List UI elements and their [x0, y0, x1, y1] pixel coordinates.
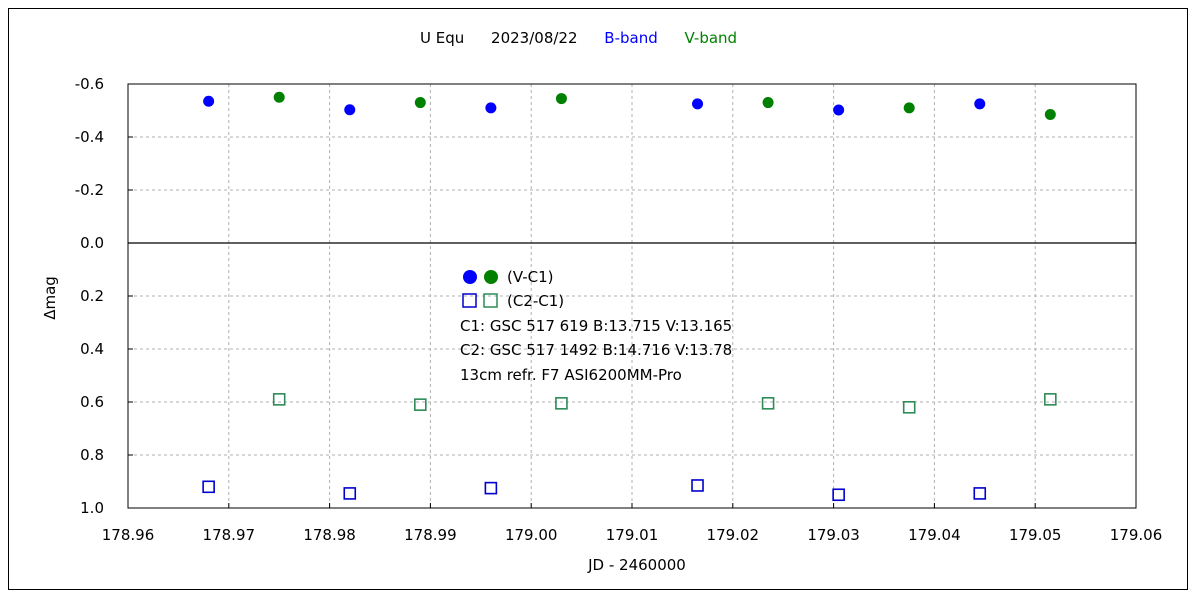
- legend-b-circle-marker: [463, 270, 477, 284]
- data-point-circle: [485, 102, 497, 114]
- y-tick-label: 0.0: [80, 234, 104, 252]
- x-tick-label: 178.96: [102, 526, 155, 544]
- title-v-band: V-band: [685, 29, 738, 47]
- data-point-square: [343, 487, 357, 500]
- data-point-square: [414, 398, 427, 411]
- title-b-band: B-band: [604, 29, 657, 47]
- legend-v-circle-marker: [484, 270, 498, 284]
- data-point-circle: [203, 95, 215, 107]
- legend: (V-C1) (C2-C1) C1: GSC 517 619 B:13.715 …: [460, 268, 732, 384]
- data-point-square: [973, 487, 987, 500]
- data-point-square: [272, 393, 286, 406]
- data-point-circle: [414, 97, 426, 109]
- data-point-circle: [974, 98, 986, 110]
- legend-v-square-marker: [483, 293, 498, 308]
- y-tick-label: 1.0: [80, 499, 104, 517]
- tick-label-layer: 178.96 178.97 178.98 178.99 179.00 179.01 179.…: [75, 75, 1163, 544]
- data-point-square: [691, 479, 704, 492]
- y-tick-label: 0.8: [80, 446, 104, 464]
- data-point-circle: [903, 102, 915, 114]
- data-point-square: [832, 488, 845, 502]
- data-mark-layer: [202, 91, 1057, 502]
- axis-layer: [127, 83, 1137, 509]
- data-point-square: [1044, 393, 1057, 406]
- y-tick-label: -0.6: [75, 75, 104, 93]
- x-tick-label: 178.99: [404, 526, 457, 544]
- y-tick-label: 0.4: [80, 340, 104, 358]
- y-tick-label: -0.4: [75, 128, 104, 146]
- data-point-circle: [555, 93, 567, 105]
- x-tick-label: 178.98: [303, 526, 356, 544]
- chart-frame: [8, 8, 1188, 590]
- grid-layer: [128, 84, 1136, 508]
- legend-note-c1: C1: GSC 517 619 B:13.715 V:13.165: [460, 317, 732, 335]
- x-tick-label: 179.00: [505, 526, 558, 544]
- data-point-circle: [762, 97, 774, 109]
- data-point-circle: [692, 98, 704, 110]
- x-tick-label: 179.03: [807, 526, 860, 544]
- x-tick-label: 178.97: [203, 526, 256, 544]
- data-point-circle: [1044, 108, 1056, 120]
- data-point-square: [484, 481, 498, 495]
- data-point-square: [202, 480, 215, 494]
- data-point-circle: [273, 91, 285, 103]
- legend-b-square-marker: [462, 293, 477, 308]
- y-tick-label: 0.6: [80, 393, 104, 411]
- data-point-circle: [833, 104, 845, 116]
- legend-vc1-label: (V-C1): [507, 268, 554, 286]
- plot-area-border: [127, 83, 1137, 509]
- x-tick-label: 179.06: [1110, 526, 1163, 544]
- y-tick-label: 0.2: [80, 287, 104, 305]
- data-point-circle: [344, 104, 356, 116]
- chart-title: U Equ 2023/08/22 B-band V-band: [420, 29, 737, 47]
- x-tick-label: 179.04: [908, 526, 961, 544]
- y-axis-label: Δmag: [41, 276, 59, 320]
- x-tick-label: 179.05: [1009, 526, 1062, 544]
- y-tick-label: -0.2: [75, 181, 104, 199]
- legend-note-instrument: 13cm refr. F7 ASI6200MM-Pro: [460, 366, 682, 384]
- x-tick-label: 179.01: [606, 526, 659, 544]
- legend-c2c1-label: (C2-C1): [507, 292, 564, 310]
- data-point-square: [555, 397, 568, 410]
- title-target: U Equ: [420, 29, 464, 47]
- data-point-square: [761, 397, 775, 410]
- legend-note-c2: C2: GSC 517 1492 B:14.716 V:13.78: [460, 341, 732, 359]
- title-date: 2023/08/22: [491, 29, 577, 47]
- x-axis-label: JD - 2460000: [587, 556, 686, 574]
- x-tick-label: 179.02: [707, 526, 760, 544]
- data-point-square: [902, 400, 916, 414]
